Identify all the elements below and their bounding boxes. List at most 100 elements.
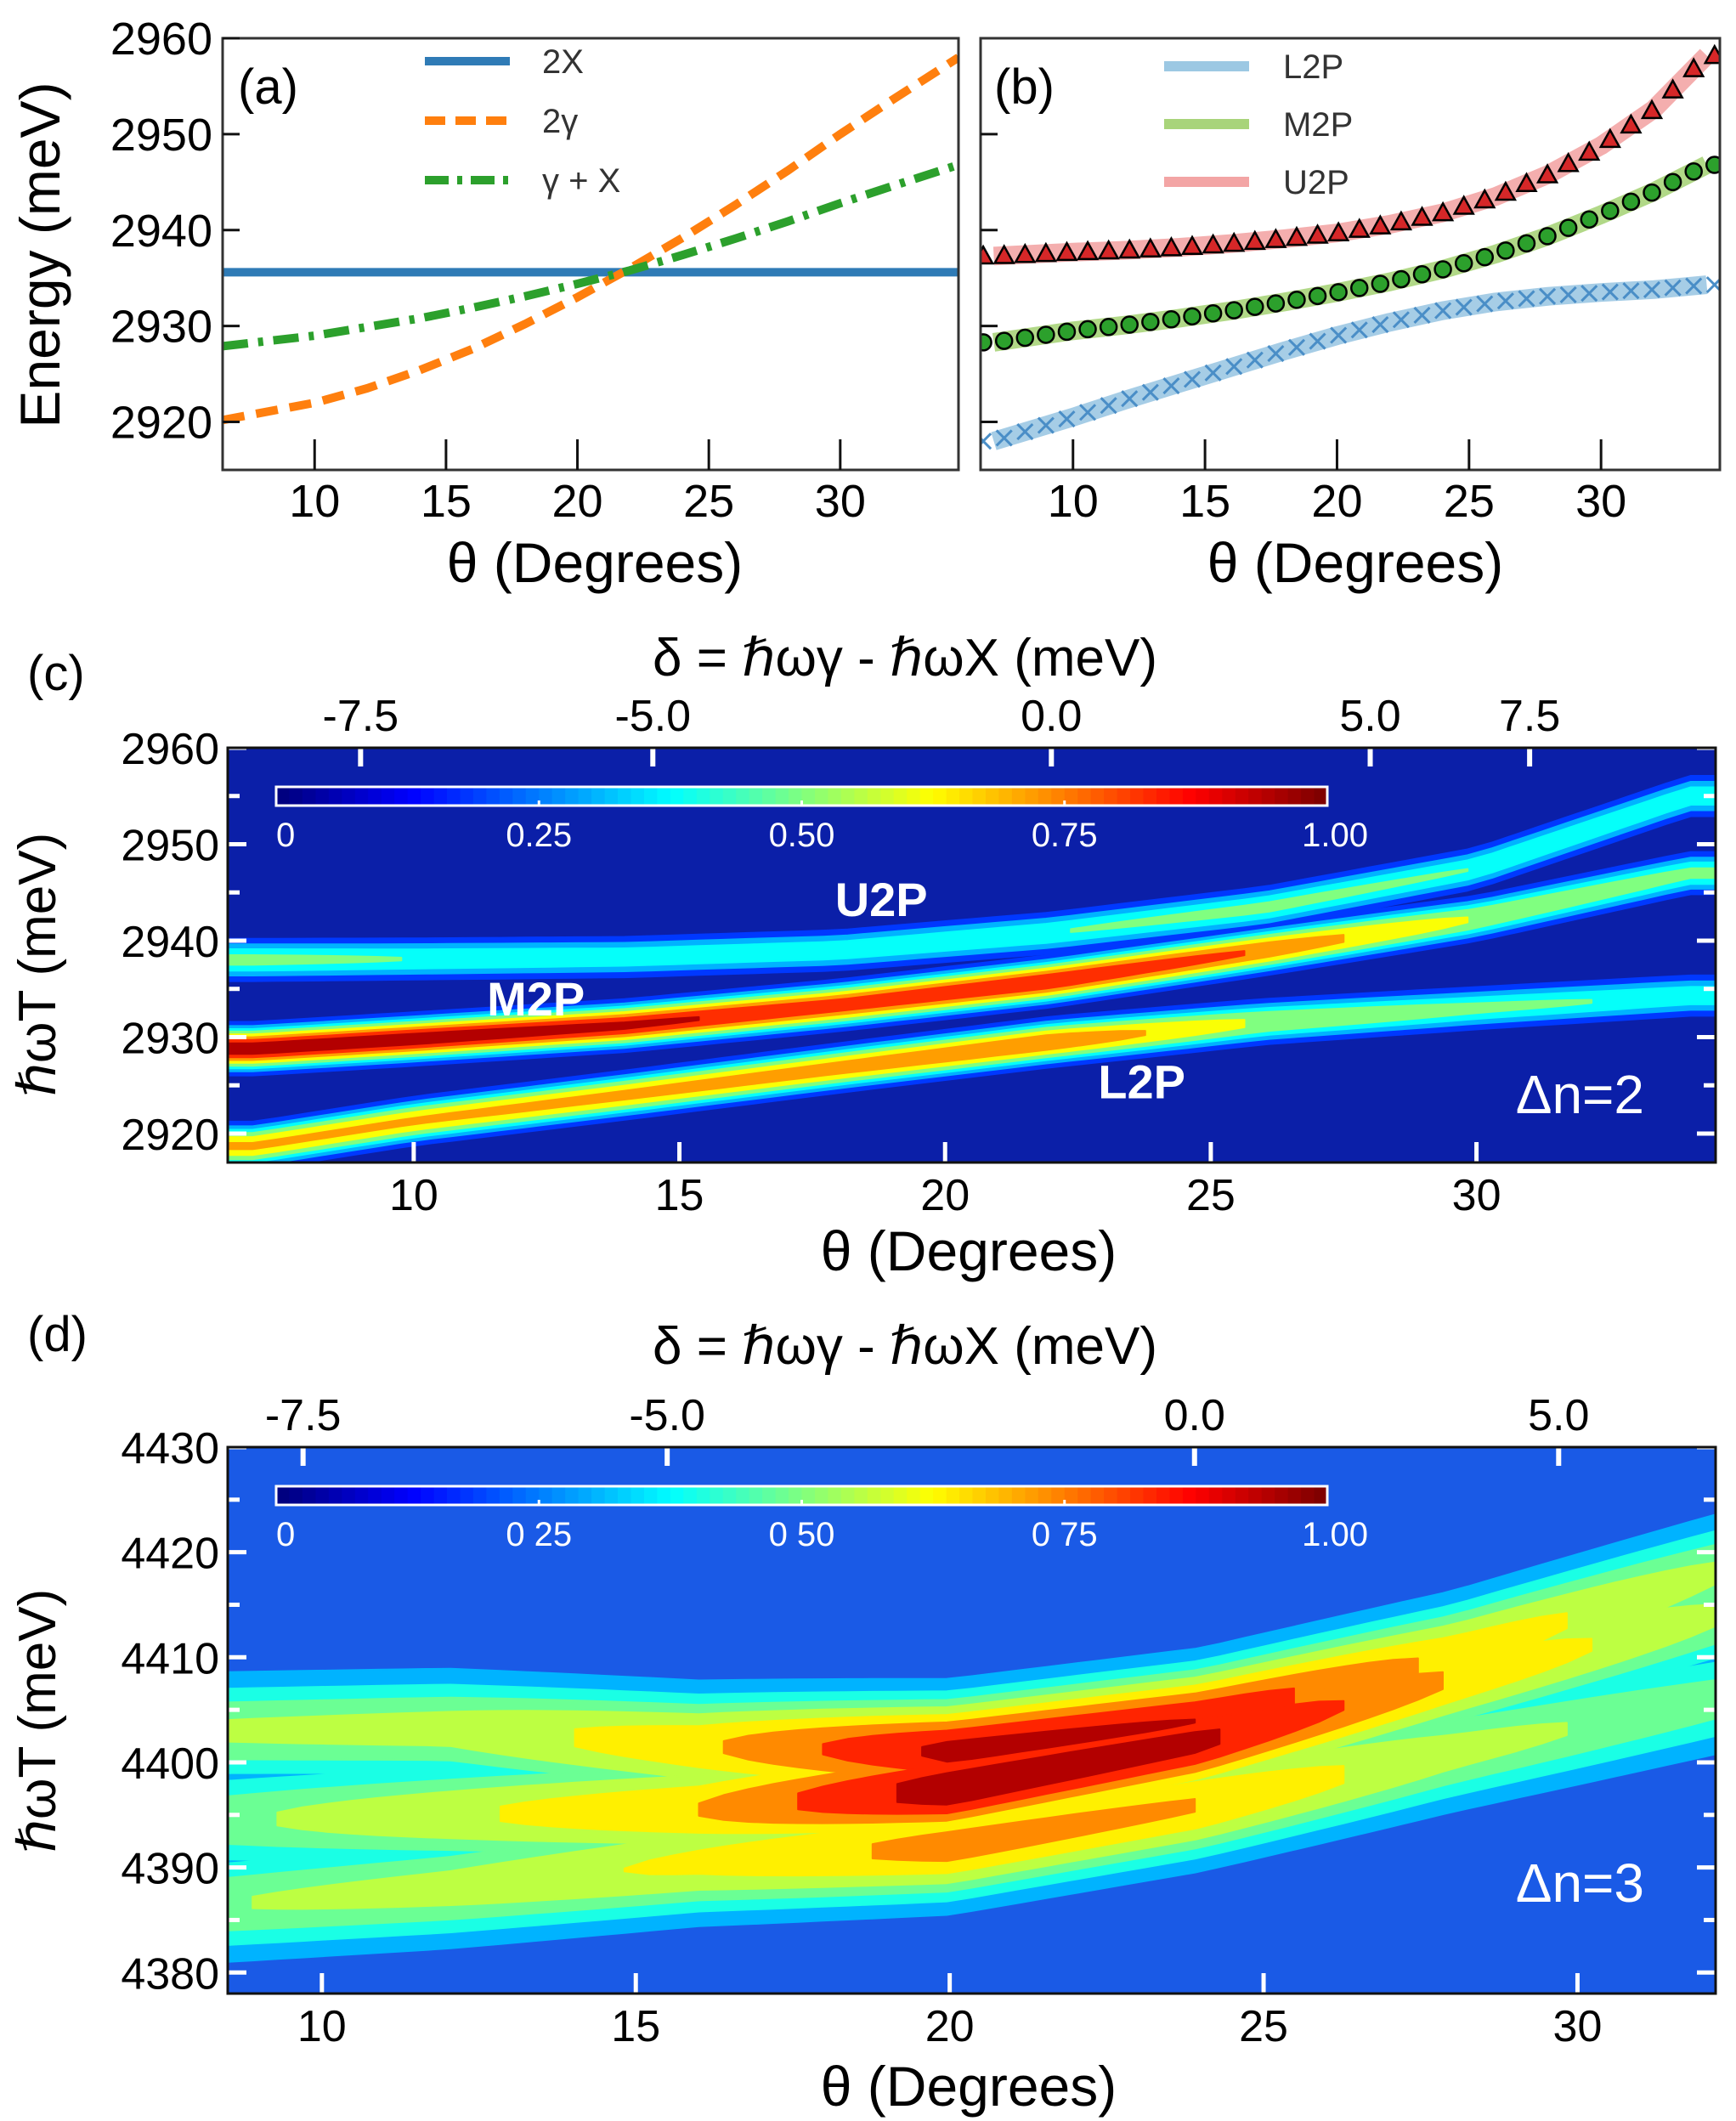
panel-b: 10 15 20 25 30 (b) L2P M2P U2P θ (Degrees)	[979, 37, 1722, 594]
point-M2P	[1454, 254, 1473, 273]
y-tick-label: 4430	[121, 1424, 219, 1473]
point-L2P	[1476, 295, 1494, 313]
point-U2P	[1243, 229, 1266, 251]
y-tick-label: 4390	[121, 1845, 219, 1894]
panel-c-label: (c)	[27, 646, 85, 701]
point-U2P	[1097, 239, 1120, 260]
point-U2P	[1535, 163, 1559, 184]
panel-b-plot	[981, 43, 1720, 450]
point-M2P	[994, 331, 1014, 350]
point-L2P	[995, 429, 1013, 447]
point-M2P	[1705, 156, 1720, 174]
point-U2P	[1348, 218, 1371, 238]
point-U2P	[1494, 180, 1518, 201]
panel-c-top-xlabel: δ = ℏωγ - ℏωX (meV)	[653, 629, 1157, 687]
band-label-L2P: L2P	[1098, 1055, 1185, 1109]
panel-d-heat-layer	[228, 1513, 1716, 1963]
panel-d-tick-marks	[228, 1447, 1716, 1994]
top-tick-label: 7.5	[1499, 692, 1560, 741]
point-L2P	[1162, 376, 1180, 395]
colorbar-swatch	[551, 1486, 567, 1505]
colorbar-swatch	[854, 1486, 868, 1505]
point-U2P	[1473, 188, 1496, 209]
colorbar-swatch	[933, 787, 947, 806]
colorbar-swatch	[1130, 787, 1145, 806]
colorbar-swatch	[1064, 1486, 1079, 1505]
band-label-U2P: U2P	[835, 873, 928, 926]
colorbar-swatch	[1169, 1486, 1184, 1505]
point-M2P	[1538, 227, 1557, 246]
colorbar-swatch	[1156, 787, 1171, 806]
colorbar-tick-label: 0 75	[1032, 1516, 1098, 1553]
point-M2P	[1580, 210, 1598, 229]
x-tick-label: 10	[1048, 476, 1099, 527]
top-tick-label: -7.5	[265, 1391, 342, 1440]
point-U2P	[1223, 231, 1246, 252]
point-U2P	[1160, 235, 1183, 257]
panel-d-label: (d)	[27, 1307, 88, 1362]
point-L2P	[1309, 332, 1326, 350]
x-tick-label: 10	[297, 2002, 347, 2051]
colorbar-swatch	[998, 1486, 1013, 1505]
point-U2P	[1557, 151, 1580, 173]
colorbar-swatch	[946, 1486, 961, 1505]
point-L2P	[1100, 397, 1117, 415]
colorbar-swatch	[789, 787, 803, 806]
x-tick-label: 20	[920, 1171, 970, 1220]
colorbar-swatch	[525, 1486, 540, 1505]
colorbar-tick-label: 0	[276, 1516, 295, 1553]
top-tick-label: -5.0	[614, 692, 691, 741]
point-M2P	[1558, 218, 1578, 237]
colorbar-swatch	[1301, 1486, 1315, 1505]
x-tick-label: 25	[683, 476, 734, 527]
colorbar-swatch	[1064, 787, 1079, 806]
colorbar-swatch	[1038, 1486, 1053, 1505]
colorbar-swatch	[854, 787, 868, 806]
colorbar-swatch	[1248, 1486, 1263, 1505]
colorbar-swatch	[618, 1486, 632, 1505]
colorbar-swatch	[1156, 1486, 1171, 1505]
point-L2P	[1455, 298, 1473, 316]
fit-band-U2P	[992, 48, 1714, 266]
colorbar-tick-label: 0.75	[1032, 817, 1098, 854]
colorbar-swatch	[1117, 1486, 1132, 1505]
point-M2P	[1684, 162, 1703, 181]
point-M2P	[1246, 297, 1264, 316]
point-M2P	[1078, 320, 1097, 339]
point-M2P	[1099, 317, 1118, 337]
point-M2P	[1349, 279, 1369, 297]
colorbar-swatch	[1169, 787, 1184, 806]
colorbar-swatch	[986, 787, 1000, 806]
point-U2P	[1202, 233, 1224, 254]
panel-a-xlabel: θ (Degrees)	[447, 531, 743, 594]
colorbar-swatch	[447, 787, 461, 806]
colorbar-swatch	[736, 1486, 750, 1505]
colorbar-swatch	[1011, 1486, 1026, 1505]
colorbar-swatch	[433, 787, 449, 806]
colorbar-swatch	[789, 1486, 803, 1505]
point-U2P	[1180, 235, 1204, 255]
colorbar-swatch	[1196, 1486, 1210, 1505]
panel-d-xticklabels: 10 15 20 25 30	[297, 2002, 1602, 2051]
colorbar-tick-label: 1.00	[1302, 817, 1368, 854]
colorbar-swatch	[315, 787, 330, 806]
point-U2P	[1139, 237, 1162, 257]
colorbar-swatch	[565, 787, 580, 806]
heat-contour	[921, 1718, 1196, 1763]
colorbar-swatch	[683, 787, 698, 806]
colorbar-swatch	[840, 1486, 856, 1505]
y-tick-label: 2950	[110, 110, 212, 161]
colorbar-swatch	[1275, 787, 1289, 806]
series-line-2γ	[223, 54, 958, 425]
panel-b-legend: L2P M2P U2P	[1164, 48, 1353, 201]
panel-c-yticklabels: 2920 2930 2940 2950 2960	[121, 725, 219, 1160]
colorbar-swatch	[775, 1486, 790, 1505]
point-M2P	[1392, 269, 1411, 289]
legend-label: γ + X	[542, 162, 620, 200]
heat-contour	[228, 998, 1593, 1161]
colorbar-swatch	[1248, 787, 1263, 806]
colorbar-swatch	[1275, 1486, 1289, 1505]
point-M2P	[1643, 183, 1661, 202]
colorbar-swatch	[775, 787, 790, 806]
point-U2P	[1682, 57, 1705, 77]
